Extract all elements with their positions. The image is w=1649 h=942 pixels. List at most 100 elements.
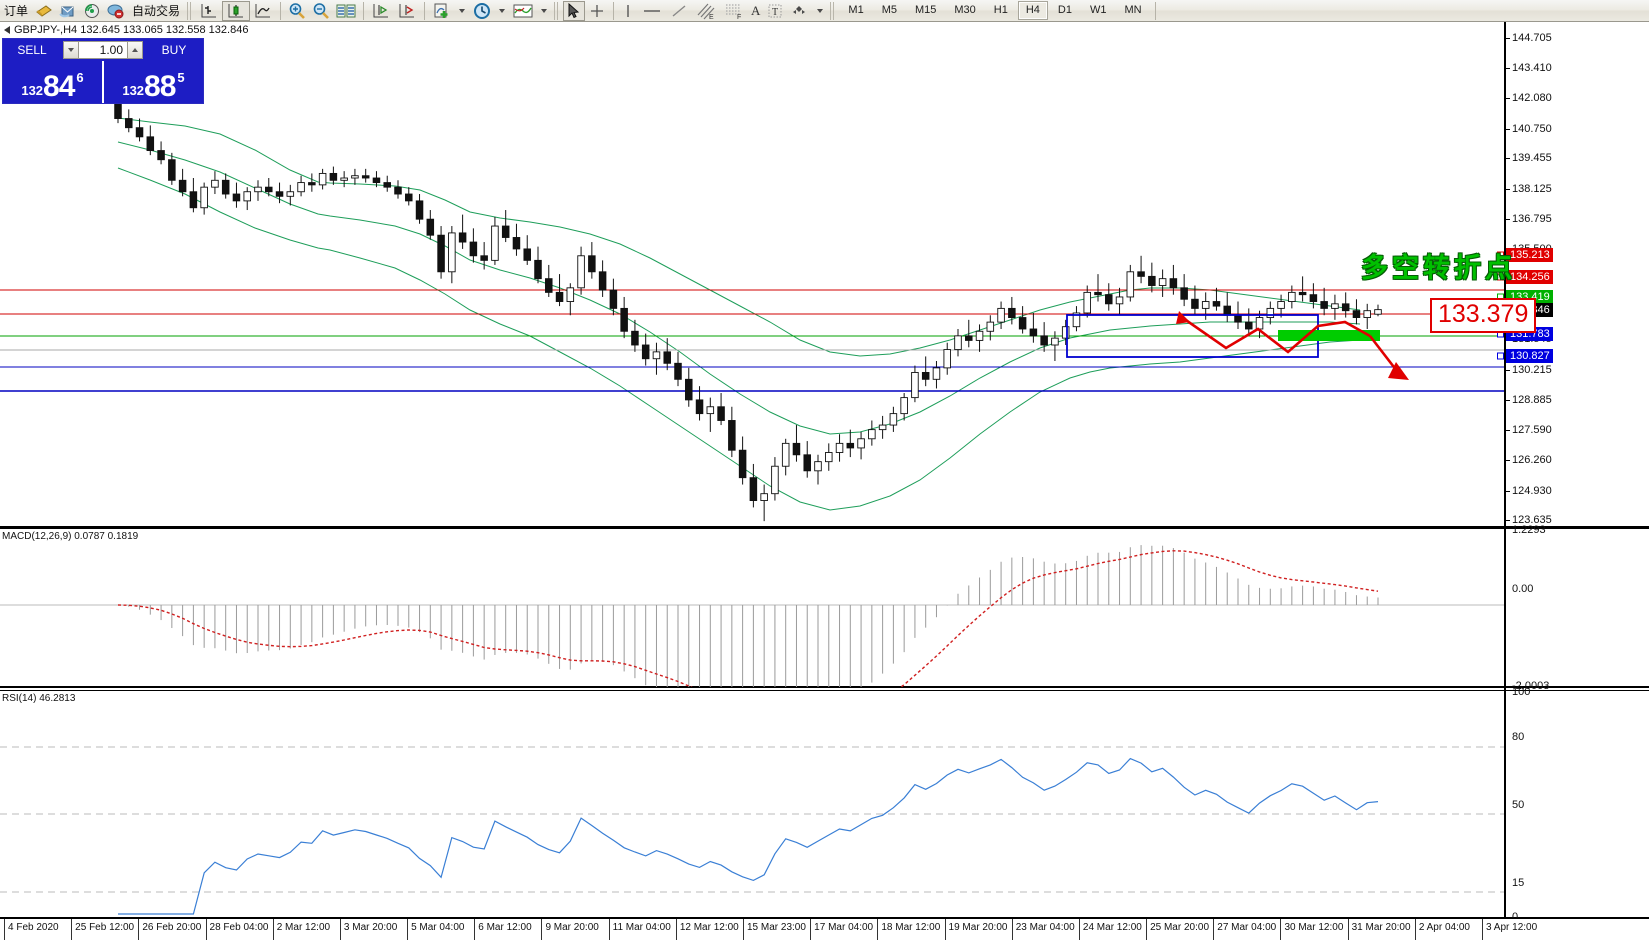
bar-chart-icon[interactable] [196, 1, 222, 21]
volume-stepper[interactable]: 1.00 [63, 41, 143, 59]
toolbar-grip[interactable] [187, 1, 194, 20]
candlestick-series [114, 93, 1382, 522]
data-window-icon[interactable] [333, 1, 359, 21]
toolbar-separator [363, 1, 365, 20]
volume-decrease-button[interactable] [63, 41, 79, 59]
order-button-label[interactable]: 订单 [4, 4, 29, 18]
time-axis-label: 27 Mar 04:00 [1217, 922, 1277, 933]
mailbox-icon[interactable] [56, 1, 80, 21]
zoom-out-icon[interactable] [309, 1, 333, 21]
macd-axis-label: 0.00 [1512, 583, 1534, 596]
line-handle-134256[interactable] [1497, 273, 1504, 281]
line-handle-135213[interactable] [1497, 251, 1504, 259]
indicators-dropdown-arrow[interactable] [459, 8, 466, 13]
toolbar-separator [424, 1, 426, 20]
one-click-trading-panel[interactable]: SELL 1.00 BUY 132 84 6 132 88 5 [2, 38, 204, 104]
shapes-dropdown-arrow[interactable] [817, 8, 824, 13]
timeframe-m1[interactable]: M1 [848, 4, 864, 16]
buy-button[interactable]: BUY [145, 39, 203, 61]
text-box-icon[interactable]: T [763, 1, 787, 21]
candlestick-chart-icon[interactable] [222, 0, 251, 21]
price-axis-label: 144.705 [1512, 32, 1552, 45]
volume-increase-button[interactable] [127, 41, 143, 59]
toolbar-separator [1154, 1, 1156, 20]
macd-axis-label: -2.0003 [1512, 680, 1550, 692]
macd-plot [0, 545, 1505, 687]
price-axis-tick [1506, 460, 1510, 462]
time-axis-label: 3 Apr 12:00 [1486, 922, 1538, 933]
time-axis-label: 5 Mar 04:00 [411, 922, 465, 933]
trendline-icon[interactable] [666, 1, 692, 21]
timeframe-h1[interactable]: H1 [993, 4, 1008, 16]
timeframe-mn[interactable]: MN [1124, 4, 1142, 16]
green-zone-marker [1278, 330, 1380, 341]
line-handle-130827[interactable] [1497, 352, 1504, 360]
price-annotation-tag[interactable]: 133.379 [1430, 298, 1537, 333]
price-axis-tick [1506, 158, 1510, 160]
price-axis-label: 136.795 [1512, 213, 1552, 226]
toolbar-grip[interactable] [830, 1, 837, 20]
chart-shift-icon[interactable] [368, 1, 394, 21]
period-icon[interactable] [469, 1, 495, 21]
timeframe-d1[interactable]: D1 [1057, 4, 1072, 16]
buy-price[interactable]: 132 88 5 [102, 61, 203, 103]
line-chart-icon[interactable] [250, 1, 276, 21]
time-axis-label: 15 Mar 23:00 [747, 922, 806, 933]
price-axis-tick [1506, 219, 1510, 221]
svg-text:F: F [737, 14, 741, 20]
news-icon[interactable] [32, 1, 56, 21]
autotrade-icon[interactable] [104, 1, 128, 21]
time-axis-label: 25 Feb 12:00 [75, 922, 135, 933]
horizontal-line-icon[interactable] [638, 1, 666, 21]
crosshair-icon[interactable] [585, 1, 609, 21]
timeframe-m30[interactable]: M30 [954, 4, 976, 16]
chart-symbol-row: GBPJPY-,H4 132.645 133.065 132.558 132.8… [4, 24, 248, 36]
projection-arrowhead [1388, 362, 1409, 380]
shapes-icon[interactable] [787, 1, 813, 21]
equidistant-channel-icon[interactable]: E [692, 1, 720, 21]
chinese-annotation-text[interactable]: 多空转折点 [1361, 253, 1516, 284]
timeframe-m15[interactable]: M15 [914, 4, 937, 16]
time-axis-tick [1011, 919, 1013, 940]
zoom-in-icon[interactable] [285, 1, 309, 21]
indicators-icon[interactable] [429, 1, 455, 21]
timeframe-m5[interactable]: M5 [881, 4, 897, 16]
macd-pane[interactable]: MACD(12,26,9) 0.0787 0.1819 [0, 528, 1649, 688]
time-axis-tick [541, 919, 543, 940]
price-badge-135213[interactable]: 135.213 [1506, 248, 1553, 263]
timeframe-w1[interactable]: W1 [1089, 4, 1107, 16]
price-axis-label: 123.635 [1512, 514, 1552, 527]
text-label-icon[interactable]: A [751, 2, 761, 18]
svg-text:T: T [772, 7, 778, 18]
time-axis[interactable]: 4 Feb 2020 25 Feb 12:00 26 Feb 20:00 28 Feb… [0, 918, 1649, 942]
vertical-line-icon[interactable] [618, 1, 638, 21]
templates-dropdown-arrow[interactable] [541, 8, 548, 13]
signal-icon[interactable] [80, 1, 104, 21]
one-click-trading-prices: 132 84 6 132 88 5 [3, 61, 203, 103]
sell-price[interactable]: 132 84 6 [3, 61, 102, 103]
time-axis-tick [1280, 919, 1282, 940]
templates-icon[interactable] [509, 1, 537, 21]
macd-axis-label: 1.2293 [1512, 524, 1546, 536]
cursor-icon[interactable] [563, 0, 586, 21]
rsi-pane[interactable]: RSI(14) 46.2813 [0, 690, 1649, 918]
volume-input[interactable]: 1.00 [79, 41, 127, 59]
chart-expand-icon[interactable] [4, 26, 10, 34]
price-axis-tick [1506, 490, 1510, 492]
toolbar-grip[interactable] [554, 1, 561, 20]
sell-button[interactable]: SELL [3, 39, 61, 61]
price-chart-pane[interactable] [0, 22, 1649, 528]
macd-label: MACD(12,26,9) 0.0787 0.1819 [2, 531, 139, 542]
price-badge-130827[interactable]: 130.827 [1506, 348, 1553, 363]
price-axis-label: 140.750 [1512, 122, 1552, 135]
timeframe-h4[interactable]: H4 [1017, 1, 1048, 20]
autotrade-button-label[interactable]: 自动交易 [132, 4, 181, 18]
time-axis-label: 3 Mar 20:00 [343, 922, 398, 933]
time-axis-tick [407, 919, 409, 940]
price-axis-label: 124.930 [1512, 484, 1552, 497]
price-badge-134256[interactable]: 134.256 [1506, 270, 1553, 285]
fibonacci-icon[interactable]: F [720, 1, 748, 21]
time-axis-label: 26 Feb 20:00 [142, 922, 202, 933]
period-dropdown-arrow[interactable] [499, 8, 506, 13]
auto-scroll-icon[interactable] [394, 1, 420, 21]
